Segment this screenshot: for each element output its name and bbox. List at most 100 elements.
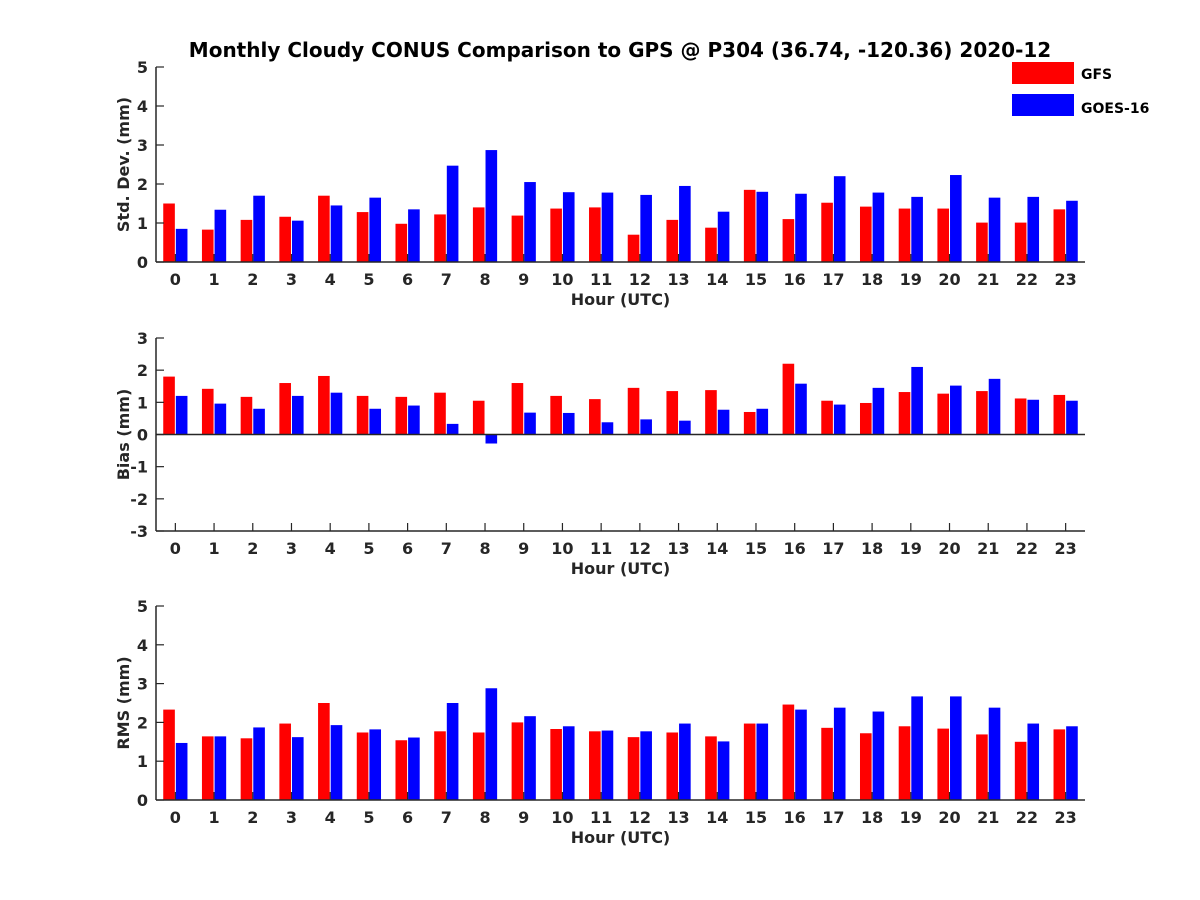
bar-goes16-hour-20 — [950, 175, 962, 262]
x-axis-label: Hour (UTC) — [571, 559, 671, 578]
bar-goes16-hour-0 — [175, 228, 188, 262]
x-tick-label: 11 — [590, 808, 612, 827]
bar-gfs-hour-21 — [976, 391, 988, 435]
x-tick-label: 7 — [441, 808, 452, 827]
legend-label-goes16: GOES-16 — [1081, 101, 1149, 117]
bar-gfs-hour-19 — [898, 392, 911, 435]
bar-gfs-hour-4 — [318, 375, 330, 435]
bar-goes16-hour-11 — [601, 192, 614, 262]
legend-swatch-goes16 — [1012, 94, 1074, 116]
x-tick-label: 3 — [286, 539, 297, 558]
x-tick-label: 15 — [745, 270, 767, 289]
bar-goes16-hour-23 — [1066, 400, 1078, 435]
x-tick-label: 13 — [667, 270, 689, 289]
bar-gfs-hour-6 — [395, 223, 408, 262]
bar-gfs-hour-11 — [589, 399, 601, 435]
bar-goes16-hour-21 — [988, 707, 1001, 800]
bar-gfs-hour-7 — [434, 392, 446, 435]
x-tick-label: 1 — [208, 808, 219, 827]
y-tick-label: 0 — [137, 253, 148, 272]
x-tick-label: 0 — [170, 539, 181, 558]
x-tick-label: 3 — [286, 808, 297, 827]
bar-goes16-hour-3 — [291, 395, 304, 435]
bar-gfs-hour-13 — [666, 391, 679, 435]
bar-goes16-hour-21 — [988, 197, 1001, 262]
bar-goes16-hour-10 — [562, 412, 575, 435]
x-tick-label: 10 — [551, 539, 573, 558]
bar-gfs-hour-5 — [356, 732, 369, 800]
x-tick-label: 9 — [518, 270, 529, 289]
x-tick-label: 2 — [247, 539, 258, 558]
bar-goes16-hour-18 — [872, 387, 885, 435]
bar-goes16-hour-19 — [911, 196, 923, 262]
bar-goes16-hour-8 — [485, 150, 498, 262]
x-tick-label: 1 — [208, 539, 219, 558]
bar-goes16-hour-22 — [1027, 399, 1040, 435]
y-axis-label: RMS (mm) — [114, 656, 133, 749]
bar-gfs-hour-23 — [1053, 209, 1066, 262]
x-tick-label: 9 — [518, 808, 529, 827]
bar-gfs-hour-21 — [976, 734, 988, 800]
bar-goes16-hour-17 — [833, 404, 846, 435]
y-tick-label: 2 — [137, 175, 148, 194]
bar-goes16-hour-2 — [253, 195, 265, 262]
bar-gfs-hour-12 — [627, 387, 640, 435]
x-tick-label: 5 — [363, 270, 374, 289]
x-tick-label: 14 — [706, 539, 728, 558]
y-tick-label: 3 — [137, 136, 148, 155]
bar-goes16-hour-22 — [1027, 196, 1040, 262]
x-tick-label: 15 — [745, 539, 767, 558]
bar-goes16-hour-17 — [833, 176, 846, 262]
bar-gfs-hour-2 — [240, 738, 253, 800]
y-tick-label: 5 — [137, 58, 148, 77]
bar-goes16-hour-5 — [369, 408, 382, 435]
x-tick-label: 20 — [938, 539, 960, 558]
x-tick-label: 7 — [441, 539, 452, 558]
x-tick-label: 19 — [900, 270, 922, 289]
x-tick-label: 15 — [745, 808, 767, 827]
bar-goes16-hour-15 — [756, 408, 769, 435]
bar-goes16-hour-1 — [214, 736, 227, 800]
bar-gfs-hour-1 — [201, 388, 214, 435]
x-tick-label: 2 — [247, 808, 258, 827]
bar-gfs-hour-23 — [1053, 394, 1066, 435]
x-tick-label: 18 — [861, 808, 883, 827]
x-tick-label: 17 — [822, 539, 844, 558]
bar-gfs-hour-17 — [821, 202, 833, 262]
bar-goes16-hour-21 — [988, 378, 1001, 435]
bar-gfs-hour-20 — [937, 208, 950, 262]
bar-goes16-hour-4 — [330, 205, 343, 262]
bar-gfs-hour-19 — [898, 208, 911, 262]
bar-goes16-hour-12 — [640, 419, 652, 435]
bar-goes16-hour-9 — [524, 716, 536, 800]
x-tick-label: 21 — [977, 539, 999, 558]
bar-goes16-hour-7 — [446, 423, 459, 435]
bar-goes16-hour-16 — [795, 193, 807, 262]
bar-gfs-hour-18 — [859, 206, 872, 262]
bar-goes16-hour-5 — [369, 729, 382, 800]
x-tick-label: 18 — [861, 539, 883, 558]
bar-gfs-hour-9 — [511, 215, 524, 262]
bar-gfs-hour-10 — [550, 395, 562, 435]
bar-gfs-hour-16 — [782, 219, 795, 262]
bar-goes16-hour-1 — [214, 403, 227, 435]
bar-gfs-hour-5 — [356, 212, 369, 262]
x-tick-label: 16 — [784, 808, 806, 827]
bar-gfs-hour-7 — [434, 214, 446, 262]
y-tick-label: 1 — [137, 752, 148, 771]
x-tick-label: 20 — [938, 270, 960, 289]
bar-gfs-hour-12 — [627, 234, 640, 262]
bar-goes16-hour-23 — [1066, 726, 1078, 800]
bar-goes16-hour-0 — [175, 395, 188, 435]
bar-gfs-hour-11 — [589, 731, 601, 800]
bar-goes16-hour-9 — [524, 412, 536, 435]
bar-goes16-hour-10 — [562, 192, 575, 262]
bar-gfs-hour-20 — [937, 728, 950, 800]
bar-goes16-hour-15 — [756, 723, 769, 800]
bar-gfs-hour-13 — [666, 732, 679, 800]
x-tick-label: 11 — [590, 270, 612, 289]
x-tick-label: 0 — [170, 270, 181, 289]
bar-gfs-hour-14 — [705, 736, 717, 800]
x-tick-label: 13 — [667, 539, 689, 558]
x-tick-label: 22 — [1016, 539, 1038, 558]
